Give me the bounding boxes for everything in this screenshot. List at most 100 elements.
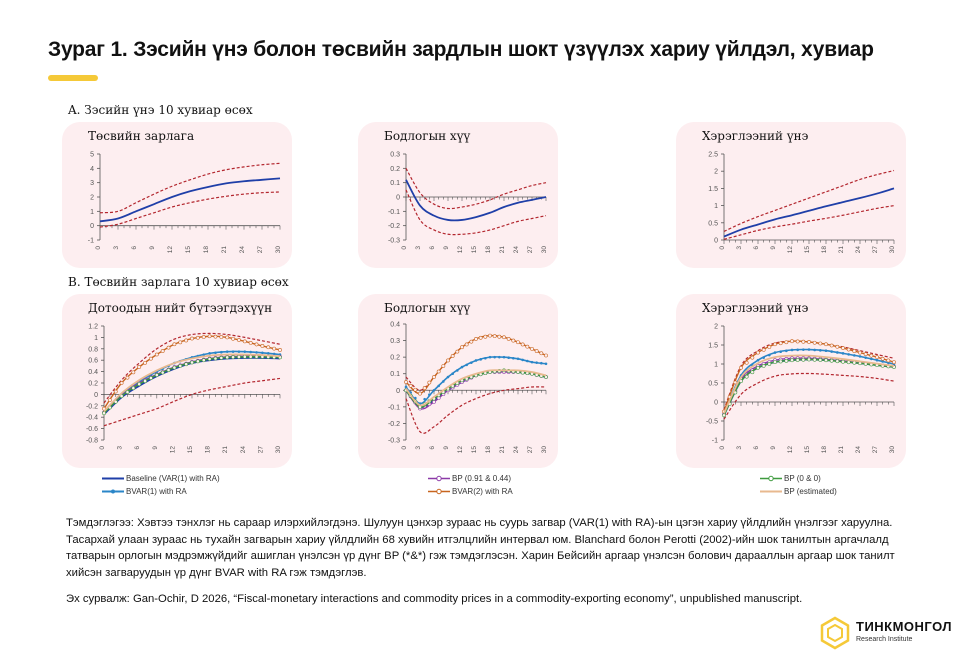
series-point-bvar1 bbox=[756, 358, 760, 362]
source-note: Эх сурвалж: Gan-Ochir, D 2026, “Fiscal-m… bbox=[66, 593, 803, 605]
logo-subtitle: Research Institute bbox=[856, 636, 913, 643]
series-point-bvar2 bbox=[744, 360, 749, 365]
series-point-bp0 bbox=[172, 365, 177, 370]
legend-item: Baseline (VAR(1) with RA) bbox=[102, 472, 220, 485]
series-point-bvar1 bbox=[428, 393, 431, 397]
y-tick-label: 0.8 bbox=[88, 346, 98, 353]
legend-label: BP (estimated) bbox=[784, 487, 837, 496]
series-point-bvar2 bbox=[231, 336, 235, 341]
x-tick-label: 0 bbox=[401, 446, 408, 450]
series-point-bp0 bbox=[722, 413, 726, 418]
series-point-bvar1 bbox=[423, 397, 426, 401]
x-tick-label: 9 bbox=[443, 246, 450, 250]
series-point-bvar1 bbox=[530, 360, 534, 364]
series-point-bvar2 bbox=[464, 342, 469, 347]
series-point-bp0 bbox=[812, 357, 817, 362]
series-point-bvar1 bbox=[847, 353, 850, 356]
x-tick-label: 18 bbox=[485, 446, 492, 454]
series-point-bvar1 bbox=[404, 385, 408, 389]
series-point-bvar1 bbox=[460, 365, 464, 369]
series-point-bvar1 bbox=[779, 350, 782, 354]
series-point-bvar2 bbox=[166, 345, 171, 350]
y-tick-label: -0.2 bbox=[388, 421, 400, 428]
series-point-bvar2 bbox=[544, 353, 548, 358]
x-tick-label: 30 bbox=[275, 246, 282, 254]
series-point-bvar1 bbox=[493, 355, 496, 359]
x-tick-label: 6 bbox=[753, 246, 760, 250]
series-line-ci_upper bbox=[103, 332, 281, 404]
y-tick-label: -0.3 bbox=[388, 438, 400, 445]
series-point-bvar1 bbox=[853, 354, 856, 357]
series-point-bvar2 bbox=[436, 369, 441, 374]
x-tick-label: 30 bbox=[275, 446, 282, 454]
series-point-bvar1 bbox=[202, 353, 206, 356]
x-tick-label: 30 bbox=[541, 246, 548, 254]
series-point-bp0 bbox=[154, 373, 159, 377]
y-tick-label: 0.6 bbox=[88, 358, 98, 365]
series-point-bvar1 bbox=[266, 352, 270, 355]
y-tick-label: 1 bbox=[90, 209, 94, 216]
y-tick-label: 0.4 bbox=[390, 322, 400, 329]
series-point-bvar2 bbox=[875, 355, 879, 360]
series-line-baseline bbox=[723, 187, 895, 238]
x-tick-label: 24 bbox=[239, 246, 246, 254]
series-point-bvar2 bbox=[213, 334, 218, 339]
series-point-bp0 bbox=[219, 356, 224, 360]
series-point-bvar1 bbox=[807, 348, 811, 351]
series-point-bp0 bbox=[756, 365, 760, 370]
x-tick-label: 27 bbox=[257, 246, 264, 254]
title-underline bbox=[48, 75, 98, 81]
series-point-bvar2 bbox=[178, 340, 183, 345]
series-point-bvar2 bbox=[446, 358, 450, 363]
series-point-bvar2 bbox=[534, 349, 539, 353]
series-point-bvar2 bbox=[190, 336, 194, 341]
series-point-bvar2 bbox=[483, 334, 488, 339]
series-line-bpest bbox=[103, 353, 281, 413]
legend-item: BP (estimated) bbox=[760, 485, 837, 498]
series-point-bvar2 bbox=[784, 340, 789, 345]
series-point-bp0 bbox=[829, 358, 834, 363]
legend-item: BP (0 & 0) bbox=[760, 472, 837, 485]
series-point-bp0 bbox=[190, 360, 194, 365]
series-line-ci_lower bbox=[405, 189, 547, 236]
y-tick-label: 3 bbox=[90, 180, 94, 187]
series-point-bvar1 bbox=[414, 396, 417, 400]
logo-name: ТИНКМОНГОЛ bbox=[856, 619, 953, 634]
x-tick-label: 0 bbox=[401, 246, 408, 250]
series-point-bp0 bbox=[149, 376, 153, 380]
series-point-bvar2 bbox=[125, 375, 130, 380]
logo: ТИНКМОНГОЛ Research Institute bbox=[818, 616, 958, 650]
x-tick-label: 21 bbox=[838, 246, 845, 254]
series-point-bvar2 bbox=[795, 339, 800, 344]
chart-panel-policy-rate-b: Бодлогын хүү -0.3 -0.2 -0.1 0 0.1 0.2 0.3 0.4 0 3… bbox=[358, 294, 558, 468]
series-point-bvar2 bbox=[272, 346, 277, 351]
series-point-bvar1 bbox=[521, 358, 524, 362]
chart-title: Дотоодын нийт бүтээгдэхүүн bbox=[88, 301, 273, 315]
legend-item: BVAR(2) with RA bbox=[428, 485, 513, 498]
series-point-bvar1 bbox=[836, 351, 839, 354]
series-point-bvar1 bbox=[208, 352, 211, 355]
series-point-bp0 bbox=[824, 358, 828, 363]
y-tick-label: -0.1 bbox=[388, 209, 400, 216]
series-point-bvar1 bbox=[858, 355, 862, 358]
y-tick-label: 0.1 bbox=[390, 180, 400, 187]
series-point-bvar2 bbox=[497, 334, 502, 339]
series-point-bvar1 bbox=[456, 369, 459, 372]
y-tick-label: 1.5 bbox=[708, 186, 718, 193]
series-point-bvar2 bbox=[107, 398, 112, 403]
series-point-bvar2 bbox=[260, 344, 265, 348]
series-point-bvar2 bbox=[219, 335, 224, 339]
y-tick-label: -0.2 bbox=[86, 403, 98, 410]
chart-title: Бодлогын хүү bbox=[384, 129, 471, 143]
series-line-ci_lower bbox=[103, 377, 281, 427]
legend-group-1: Baseline (VAR(1) with RA) BVAR(1) with R… bbox=[102, 472, 220, 498]
series-point-bvar1 bbox=[790, 348, 794, 352]
y-tick-label: -1 bbox=[88, 238, 94, 245]
x-tick-label: 0 bbox=[95, 246, 102, 250]
series-point-bvar2 bbox=[511, 338, 516, 343]
legend-label: Baseline (VAR(1) with RA) bbox=[126, 474, 220, 483]
series-point-bvar1 bbox=[451, 372, 454, 376]
series-point-bvar2 bbox=[413, 387, 418, 392]
series-point-bvar1 bbox=[488, 355, 492, 359]
series-line-ci_lower bbox=[99, 191, 281, 228]
